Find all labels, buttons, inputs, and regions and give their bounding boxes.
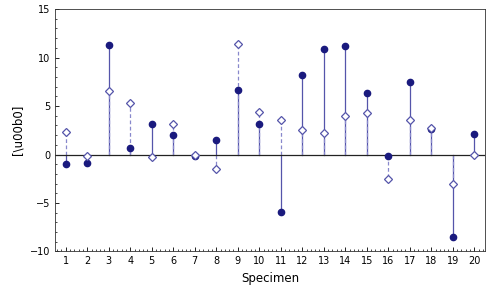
Y-axis label: [\u00b0]: [\u00b0] xyxy=(11,105,24,155)
X-axis label: Specimen: Specimen xyxy=(241,272,299,285)
